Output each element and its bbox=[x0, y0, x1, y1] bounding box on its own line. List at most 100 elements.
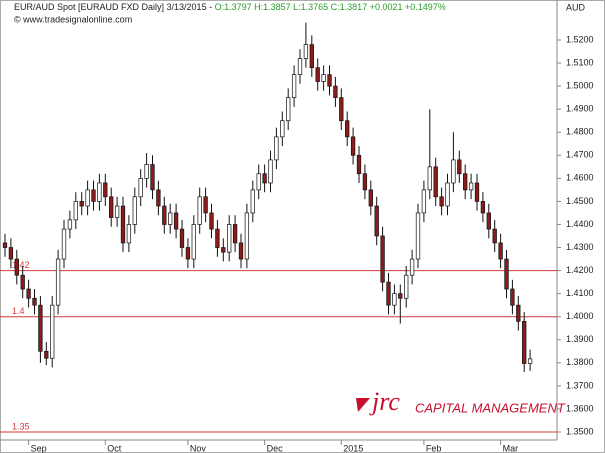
candle-body bbox=[350, 136, 356, 156]
candle-body bbox=[274, 136, 279, 161]
candle-body bbox=[227, 224, 232, 253]
candle-body bbox=[468, 182, 474, 191]
candle-body bbox=[392, 293, 397, 306]
candle-body bbox=[2, 242, 8, 248]
logo-text: CAPITAL MANAGEMENT bbox=[415, 400, 566, 415]
candle-body bbox=[527, 358, 533, 364]
candle-body bbox=[215, 228, 220, 248]
candle-body bbox=[44, 350, 49, 359]
chart-title: EUR/AUD Spot [EURAUD FXD Daily] 3/13/201… bbox=[14, 2, 446, 12]
source: © www.tradesignalonline.com bbox=[14, 14, 132, 24]
y-tick-label: 1.4000 bbox=[566, 311, 594, 321]
candle-body bbox=[173, 212, 179, 230]
candle-body bbox=[221, 247, 226, 253]
candle-body bbox=[309, 44, 314, 69]
candle-body bbox=[50, 304, 55, 359]
candle-body bbox=[26, 288, 31, 299]
candle-body bbox=[445, 182, 450, 207]
candle-body bbox=[120, 205, 126, 244]
candle-body bbox=[451, 159, 456, 184]
candle-body bbox=[439, 196, 444, 207]
candle-body bbox=[20, 274, 25, 290]
candle-body bbox=[232, 224, 238, 244]
y-tick-label: 1.4100 bbox=[566, 288, 594, 298]
candle-body bbox=[516, 304, 521, 322]
candle-body bbox=[433, 166, 438, 198]
quote-text: O:1.3797 H:1.3857 L:1.3765 C:1.3817 +0.0… bbox=[215, 2, 446, 12]
candle-body bbox=[162, 205, 167, 225]
y-tick-label: 1.4700 bbox=[566, 150, 594, 160]
logo-mark: jrc bbox=[369, 387, 400, 416]
candle-body bbox=[144, 164, 149, 179]
candle-body bbox=[463, 173, 468, 191]
y-tick-label: 1.3900 bbox=[566, 334, 594, 344]
candle-body bbox=[486, 212, 491, 230]
candle-body bbox=[156, 189, 161, 207]
level-label: 1.35 bbox=[12, 421, 30, 431]
candle-body bbox=[498, 242, 503, 260]
candle-body bbox=[356, 154, 362, 175]
level-label: 1.42 bbox=[12, 260, 30, 270]
candle-body bbox=[345, 120, 350, 138]
y-tick-label: 1.4600 bbox=[566, 173, 594, 183]
candle-body bbox=[368, 189, 373, 207]
candle-body bbox=[303, 44, 309, 59]
y-tick-label: 1.4800 bbox=[566, 127, 594, 137]
candle-body bbox=[209, 212, 214, 230]
y-tick-label: 1.5100 bbox=[566, 57, 594, 67]
candle-body bbox=[480, 201, 486, 214]
candle-body bbox=[504, 258, 509, 290]
candle-body bbox=[85, 189, 90, 207]
y-tick-label: 1.3800 bbox=[566, 357, 594, 367]
candle-body bbox=[380, 235, 385, 283]
candle-body bbox=[286, 97, 291, 122]
candle-body bbox=[386, 281, 391, 306]
candle-body bbox=[150, 164, 155, 191]
candle-body bbox=[191, 224, 196, 260]
candle-body bbox=[138, 178, 143, 198]
y-tick-label: 1.3600 bbox=[566, 403, 594, 413]
candle-body bbox=[291, 74, 297, 98]
candle-body bbox=[67, 219, 73, 230]
candle-body bbox=[32, 297, 37, 306]
y-tick-label: 1.3500 bbox=[566, 426, 594, 436]
candle-body bbox=[126, 224, 132, 244]
candle-body bbox=[457, 159, 462, 175]
x-tick-label: 2015 bbox=[343, 443, 363, 453]
candle-body bbox=[114, 205, 120, 218]
candle-body bbox=[103, 182, 108, 198]
candle-body bbox=[203, 196, 208, 214]
candle-body bbox=[522, 320, 527, 364]
candle-body bbox=[492, 228, 497, 244]
candle-body bbox=[91, 189, 96, 202]
candle-body bbox=[280, 120, 285, 138]
x-tick-label: Feb bbox=[426, 443, 442, 453]
candle-body bbox=[238, 242, 244, 260]
x-tick-label: Dec bbox=[267, 443, 284, 453]
candle-body bbox=[339, 97, 344, 122]
logo-icon bbox=[356, 398, 370, 412]
y-tick-label: 1.4400 bbox=[566, 219, 594, 229]
candle-body bbox=[404, 274, 409, 299]
y-tick-label: 1.4200 bbox=[566, 265, 594, 275]
candle-body bbox=[321, 74, 326, 82]
x-tick-label: Mar bbox=[503, 443, 519, 453]
candle-body bbox=[109, 196, 114, 218]
candle-body bbox=[427, 166, 432, 191]
candle-body bbox=[185, 247, 191, 260]
candle-body bbox=[268, 159, 273, 184]
candle-body bbox=[398, 293, 403, 299]
candle-body bbox=[38, 304, 43, 352]
y-tick-label: 1.4500 bbox=[566, 196, 594, 206]
candle-body bbox=[73, 201, 78, 221]
y-tick-label: 1.5200 bbox=[566, 34, 594, 44]
candle-body bbox=[333, 85, 338, 98]
candle-body bbox=[415, 212, 421, 260]
candle-body bbox=[409, 258, 415, 276]
candle-body bbox=[79, 201, 84, 207]
y-tick-label: 1.4300 bbox=[566, 242, 594, 252]
candle-body bbox=[362, 173, 368, 191]
candle-body bbox=[256, 173, 261, 191]
